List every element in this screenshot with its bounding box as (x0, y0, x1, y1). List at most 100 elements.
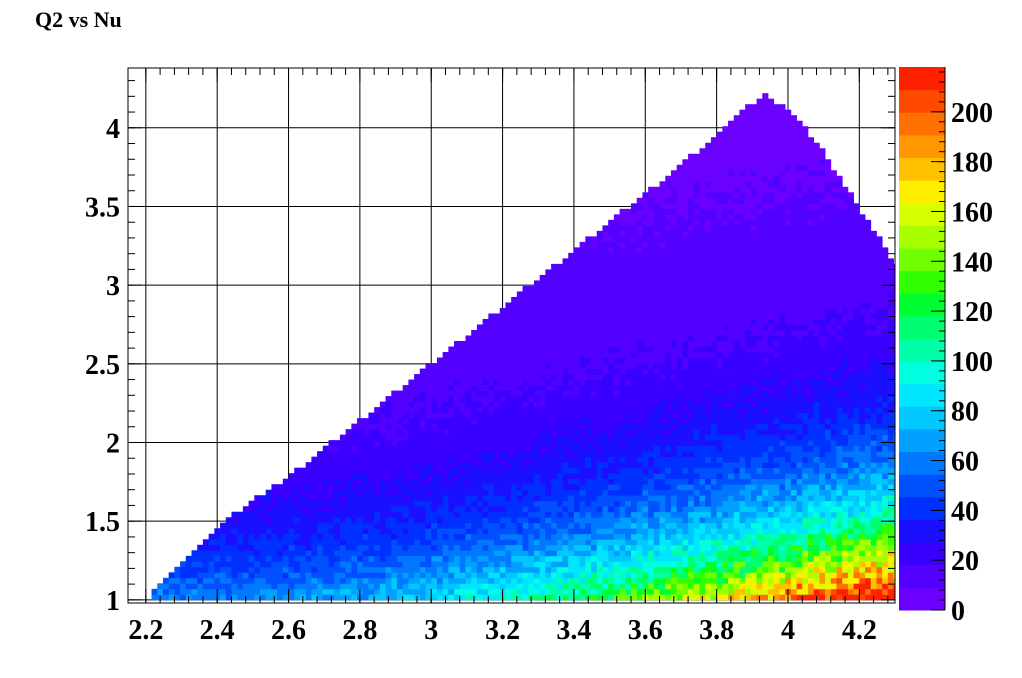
heatmap-cell (648, 219, 655, 226)
heatmap-cell (551, 484, 558, 491)
heatmap-cell (556, 307, 563, 314)
heatmap-cell (699, 225, 706, 232)
heatmap-cell (379, 418, 386, 425)
heatmap-cell (693, 407, 700, 414)
heatmap-cell (739, 153, 746, 160)
heatmap-cell (716, 583, 723, 590)
heatmap-cell (334, 528, 341, 535)
heatmap-cell (585, 434, 592, 441)
heatmap-cell (379, 440, 386, 447)
heatmap-cell (688, 352, 695, 358)
heatmap-cell (322, 462, 329, 469)
heatmap-cell (579, 473, 586, 480)
heatmap-cell (505, 346, 512, 353)
heatmap-cell (648, 418, 655, 425)
heatmap-cell (545, 418, 552, 425)
heatmap-cell (533, 329, 541, 336)
heatmap-cell (653, 555, 660, 562)
heatmap-cell (351, 522, 358, 529)
heatmap-cell (551, 528, 558, 535)
heatmap-cell (750, 456, 757, 463)
heatmap-cell (385, 484, 392, 491)
heatmap-cell (682, 247, 689, 254)
heatmap-cell (396, 555, 404, 562)
heatmap-cell (579, 495, 586, 502)
heatmap-cell (317, 566, 324, 573)
heatmap-cell (522, 307, 529, 314)
heatmap-cell (505, 544, 512, 551)
heatmap-cell (676, 462, 683, 469)
heatmap-cell (688, 539, 695, 546)
heatmap-cell (533, 412, 541, 419)
heatmap-cell (585, 396, 592, 402)
heatmap-cell (431, 434, 438, 441)
heatmap-cell (345, 528, 352, 535)
heatmap-cell (294, 473, 301, 480)
heatmap-cell (705, 164, 712, 171)
heatmap-cell (237, 528, 244, 535)
heatmap-cell (699, 511, 706, 518)
heatmap-cell (579, 329, 586, 336)
heatmap-cell (608, 577, 615, 584)
heatmap-cell (328, 440, 335, 447)
heatmap-cell (545, 363, 552, 369)
heatmap-cell (665, 379, 672, 386)
heatmap-cell (756, 451, 763, 458)
heatmap-cell (602, 517, 609, 524)
heatmap-cell (591, 313, 598, 320)
heatmap-cell (750, 346, 757, 353)
heatmap-cell (579, 341, 586, 347)
heatmap-cell (756, 335, 763, 342)
heatmap-cell (465, 495, 472, 502)
heatmap-cell (745, 412, 752, 419)
heatmap-cell (436, 423, 444, 430)
heatmap-cell (533, 594, 541, 601)
heatmap-cell (191, 583, 198, 590)
heatmap-cell (733, 120, 740, 127)
heatmap-cell (562, 572, 569, 579)
heatmap-cell (482, 544, 489, 551)
heatmap-cell (431, 500, 438, 507)
heatmap-cell (705, 247, 712, 254)
heatmap-cell (368, 522, 375, 529)
heatmap-cell (459, 385, 466, 391)
heatmap-cell (568, 352, 575, 358)
heatmap-cell (716, 478, 723, 485)
heatmap-cell (608, 456, 615, 463)
heatmap-cell (596, 588, 603, 595)
heatmap-cell (533, 577, 541, 584)
heatmap-cell (328, 561, 335, 568)
heatmap-cell (442, 434, 449, 441)
heatmap-cell (385, 462, 392, 469)
heatmap-cell (585, 550, 592, 557)
heatmap-cell (591, 285, 598, 292)
heatmap-cell (733, 247, 740, 254)
heatmap-cell (739, 385, 746, 391)
heatmap-cell (716, 148, 723, 155)
heatmap-cell (688, 577, 695, 584)
heatmap-cell (613, 285, 620, 292)
heatmap-cell (351, 484, 358, 491)
heatmap-cell (562, 313, 569, 320)
heatmap-cell (682, 555, 689, 562)
heatmap-cell (482, 318, 489, 325)
heatmap-cell (693, 175, 700, 182)
heatmap-cell (682, 159, 689, 166)
heatmap-cell (305, 583, 312, 590)
heatmap-cell (728, 148, 735, 155)
heatmap-cell (556, 385, 563, 391)
heatmap-cell (585, 511, 592, 518)
heatmap-cell (391, 429, 398, 436)
heatmap-cell (339, 594, 347, 601)
heatmap-cell (431, 539, 438, 546)
heatmap-cell (545, 533, 552, 540)
heatmap-cell (648, 500, 655, 507)
heatmap-cell (676, 318, 683, 325)
heatmap-cell (311, 517, 318, 524)
heatmap-cell (499, 374, 506, 380)
heatmap-cell (528, 390, 535, 397)
heatmap-cell (745, 329, 752, 336)
heatmap-cell (705, 495, 712, 502)
heatmap-cell (722, 346, 729, 353)
heatmap-cell (642, 561, 649, 568)
